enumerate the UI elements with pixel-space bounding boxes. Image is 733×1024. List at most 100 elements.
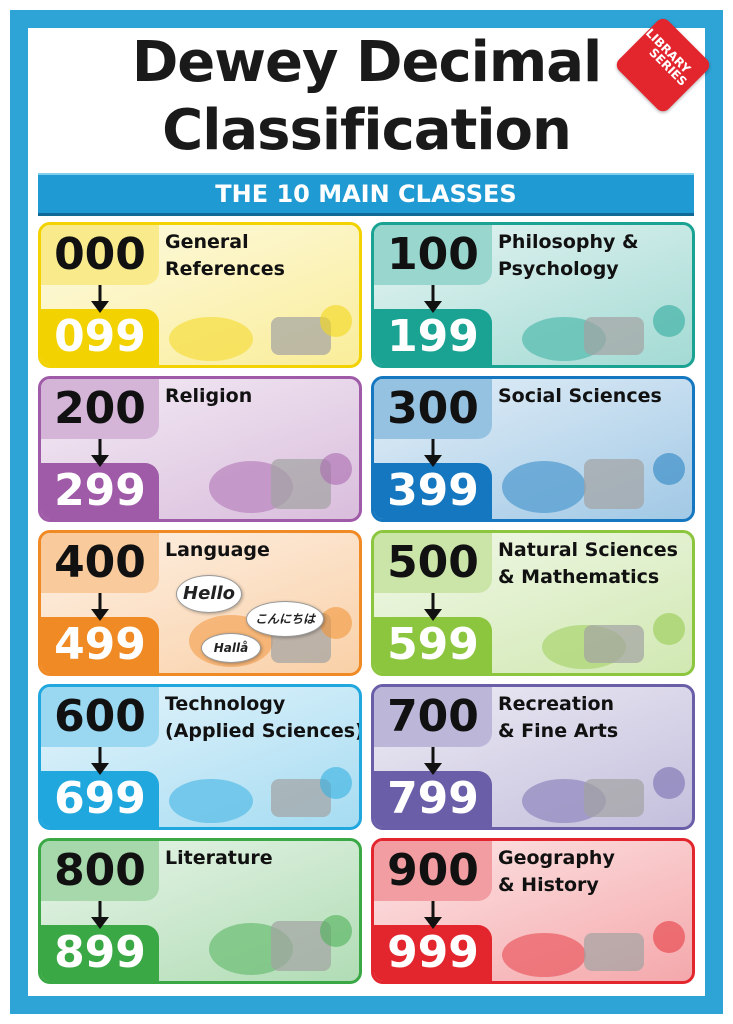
illustration — [151, 429, 359, 519]
class-name: Technology (Applied Sciences) — [165, 691, 362, 745]
class-name-line: Geography — [498, 847, 615, 869]
illustration — [484, 737, 692, 827]
class-name-line: Social Sciences — [498, 385, 662, 407]
class-card: 300 399 Social Sciences — [371, 376, 695, 522]
class-name-line: Language — [165, 539, 270, 561]
class-name-line: Religion — [165, 385, 253, 407]
class-name: Philosophy & Psychology — [498, 229, 639, 283]
class-name-line: & Mathematics — [498, 566, 660, 588]
illustration-shapes — [169, 767, 352, 823]
class-name-line: Technology — [165, 693, 286, 715]
class-card: 700 799 Recreation & Fine Arts — [371, 684, 695, 830]
range-end: 099 — [41, 309, 159, 365]
arrow-icon — [91, 285, 109, 313]
illustration — [151, 275, 359, 365]
range-end: 699 — [41, 771, 159, 827]
arrow-icon — [424, 901, 442, 929]
speech-bubble: Hello — [176, 575, 242, 613]
subtitle: THE 10 MAIN CLASSES — [38, 173, 694, 216]
class-name-line: References — [165, 258, 285, 280]
arrow — [89, 439, 111, 467]
illustration-shapes — [169, 305, 352, 361]
range-start: 600 — [41, 687, 159, 747]
range-start: 000 — [41, 225, 159, 285]
arrow — [89, 593, 111, 621]
illustration — [484, 583, 692, 673]
illustration — [151, 737, 359, 827]
range-start: 200 — [41, 379, 159, 439]
arrow-icon — [91, 747, 109, 775]
range-end: 499 — [41, 617, 159, 673]
arrow-icon — [424, 747, 442, 775]
class-card: 500 599 Natural Sciences & Mathematics — [371, 530, 695, 676]
class-card: 100 199 Philosophy & Psychology — [371, 222, 695, 368]
class-name-line: Natural Sciences — [498, 539, 678, 561]
class-name-line: Psychology — [498, 258, 619, 280]
class-name-line: General — [165, 231, 249, 253]
illustration-shapes — [542, 613, 685, 669]
arrow — [422, 901, 444, 929]
range-start: 500 — [374, 533, 492, 593]
illustration-shapes — [502, 921, 685, 977]
range-end: 299 — [41, 463, 159, 519]
range-start: 100 — [374, 225, 492, 285]
arrow — [422, 593, 444, 621]
range-start: 700 — [374, 687, 492, 747]
arrow — [89, 285, 111, 313]
class-name: Natural Sciences & Mathematics — [498, 537, 678, 591]
range-end: 399 — [374, 463, 492, 519]
class-name-line: & Fine Arts — [498, 720, 619, 742]
title-line: Classification — [162, 98, 572, 163]
speech-bubble: こんにちは — [246, 601, 324, 637]
class-name-line: Recreation — [498, 693, 615, 715]
range-end: 799 — [374, 771, 492, 827]
illustration-shapes — [522, 767, 685, 823]
class-name: General References — [165, 229, 285, 283]
illustration — [484, 275, 692, 365]
arrow — [422, 439, 444, 467]
range-start: 400 — [41, 533, 159, 593]
class-name-line: (Applied Sciences) — [165, 720, 362, 742]
class-card: 200 299 Religion — [38, 376, 362, 522]
illustration — [151, 891, 359, 981]
range-start: 300 — [374, 379, 492, 439]
arrow — [422, 747, 444, 775]
illustration-shapes — [502, 453, 685, 513]
title-line: Dewey Decimal — [131, 30, 602, 95]
illustration-shapes — [209, 915, 352, 975]
illustration — [484, 891, 692, 981]
range-start: 800 — [41, 841, 159, 901]
speech-bubble: Hallå — [201, 633, 261, 663]
class-name-line: Philosophy & — [498, 231, 639, 253]
arrow-icon — [91, 439, 109, 467]
range-end: 999 — [374, 925, 492, 981]
class-card: 000 099 General References — [38, 222, 362, 368]
class-name: Language — [165, 537, 270, 564]
arrow-icon — [91, 593, 109, 621]
class-name: Religion — [165, 383, 252, 410]
range-end: 599 — [374, 617, 492, 673]
class-card: 400 499 Language Hello こんにちは Hallå — [38, 530, 362, 676]
class-name-line: & History — [498, 874, 599, 896]
range-end: 199 — [374, 309, 492, 365]
range-start: 900 — [374, 841, 492, 901]
class-name: Geography & History — [498, 845, 615, 899]
arrow-icon — [424, 439, 442, 467]
arrow-icon — [91, 901, 109, 929]
class-name-line: Literature — [165, 847, 273, 869]
arrow — [89, 901, 111, 929]
arrow — [422, 285, 444, 313]
class-name: Recreation & Fine Arts — [498, 691, 618, 745]
arrow-icon — [424, 285, 442, 313]
range-end: 899 — [41, 925, 159, 981]
class-card: 800 899 Literature — [38, 838, 362, 984]
class-name: Social Sciences — [498, 383, 662, 410]
illustration-shapes — [209, 453, 352, 513]
class-card: 600 699 Technology (Applied Sciences) — [38, 684, 362, 830]
class-card: 900 999 Geography & History — [371, 838, 695, 984]
class-name: Literature — [165, 845, 273, 872]
arrow-icon — [424, 593, 442, 621]
illustration — [484, 429, 692, 519]
illustration-shapes — [522, 305, 685, 361]
